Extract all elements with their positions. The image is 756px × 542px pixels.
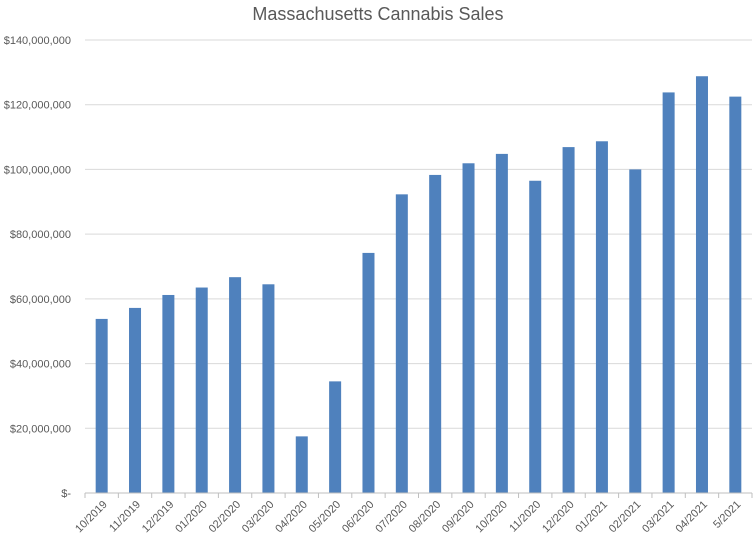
y-tick-label: $140,000,000 <box>4 35 71 47</box>
x-tick-label: 09/2020 <box>440 499 477 536</box>
y-tick-label: $- <box>61 488 71 500</box>
bar <box>295 436 308 493</box>
y-tick-label: $40,000,000 <box>10 359 71 371</box>
bar <box>495 153 508 493</box>
x-tick-label: 01/2021 <box>573 499 610 536</box>
x-tick-label: 10/2019 <box>73 499 110 536</box>
bar <box>95 318 108 493</box>
bar <box>429 174 442 493</box>
x-tick-label: 02/2020 <box>207 499 244 536</box>
y-tick-label: $100,000,000 <box>4 164 71 176</box>
y-tick-label: $80,000,000 <box>10 229 71 241</box>
gridlines <box>85 39 752 429</box>
x-tick-label: 08/2020 <box>407 499 444 536</box>
x-tick-label: 06/2020 <box>340 499 377 536</box>
axes <box>84 492 753 498</box>
x-tick-label: 11/2019 <box>107 499 143 535</box>
bar <box>362 252 375 493</box>
bar <box>329 381 342 493</box>
x-tick-label: 03/2021 <box>640 499 677 536</box>
bar <box>462 163 475 494</box>
bar <box>229 277 242 493</box>
x-tick-label: 5/2021 <box>711 499 743 531</box>
bar <box>562 147 575 493</box>
x-tick-label: 04/2020 <box>273 499 310 536</box>
bar <box>195 287 208 493</box>
bar <box>695 76 708 494</box>
bars <box>95 76 742 494</box>
bar <box>629 169 642 493</box>
x-tick-label: 03/2020 <box>240 499 277 536</box>
bar <box>662 92 675 493</box>
x-tick-label: 12/2020 <box>540 499 577 536</box>
chart-title: Massachusetts Cannabis Sales <box>252 4 504 24</box>
bar <box>529 180 542 493</box>
bar <box>129 307 142 493</box>
y-tick-label: $120,000,000 <box>4 100 71 112</box>
x-tick-label: 11/2020 <box>507 499 543 535</box>
x-tick-label: 12/2019 <box>140 499 177 536</box>
x-tick-label: 07/2020 <box>373 499 410 536</box>
x-tick-label: 05/2020 <box>307 499 344 536</box>
bar <box>729 96 742 493</box>
x-tick-label: 04/2021 <box>673 499 710 536</box>
y-tick-label: $20,000,000 <box>10 423 71 435</box>
x-tick-label: 02/2021 <box>607 499 644 536</box>
bar <box>162 294 175 493</box>
y-tick-labels: $- $20,000,000 $40,000,000 $60,000,000 $80,0… <box>4 35 72 500</box>
y-tick-label: $60,000,000 <box>10 294 71 306</box>
bar <box>395 194 408 493</box>
bar <box>595 141 608 493</box>
x-tick-label: 01/2020 <box>173 499 210 536</box>
bar <box>262 284 275 493</box>
x-tick-labels: 10/201911/201912/201901/202002/202003/20… <box>73 499 743 536</box>
x-tick-label: 10/2020 <box>473 499 510 536</box>
